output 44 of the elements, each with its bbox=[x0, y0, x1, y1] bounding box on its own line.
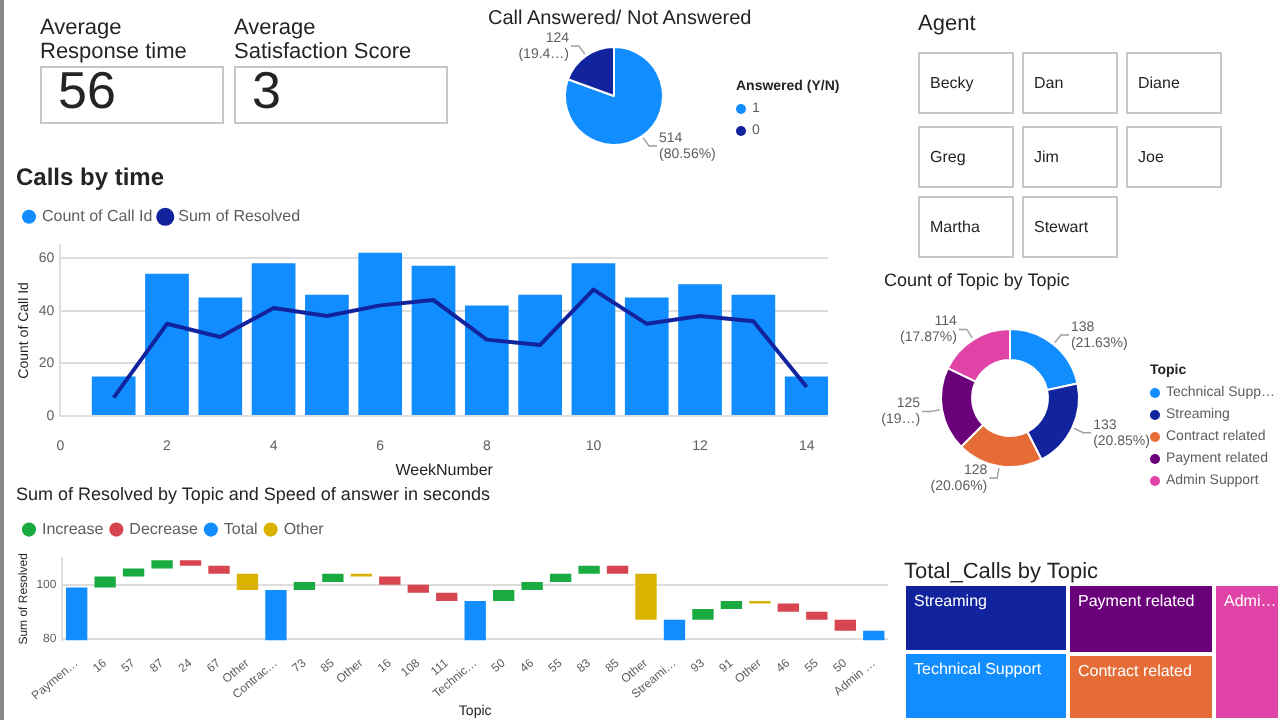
text: Payment related bbox=[1078, 592, 1195, 610]
text: Technical Support bbox=[914, 660, 1042, 678]
text: Martha bbox=[930, 218, 980, 236]
bar bbox=[358, 252, 403, 415]
text: Jim bbox=[1034, 148, 1059, 166]
bar bbox=[251, 263, 296, 415]
chart-title: Sum of Resolved by Topic and Speed of answer in seconds bbox=[16, 483, 491, 504]
text: Becky bbox=[930, 74, 974, 92]
bar bbox=[464, 305, 509, 415]
bar bbox=[571, 263, 616, 415]
text: 56 bbox=[58, 60, 116, 122]
bar bbox=[731, 294, 776, 415]
text: Admi… bbox=[1224, 592, 1277, 610]
chart-title: Calls by time bbox=[16, 163, 165, 192]
legend-label: Other bbox=[283, 520, 325, 539]
legend-label: Count of Call Id bbox=[42, 207, 153, 226]
legend-label: Decrease bbox=[129, 520, 199, 539]
legend-label: Total bbox=[223, 520, 259, 539]
x-axis-title: WeekNumber bbox=[395, 460, 494, 479]
text: Average Response time bbox=[40, 16, 189, 64]
bar bbox=[678, 284, 722, 415]
chart-title: Call Answered/ Not Answered bbox=[488, 8, 752, 32]
text: Contract related bbox=[1078, 662, 1192, 680]
bar bbox=[518, 294, 562, 415]
text: Stewart bbox=[1034, 218, 1089, 236]
bar bbox=[91, 376, 136, 415]
legend-label: Sum of Resolved bbox=[178, 207, 301, 226]
text: 3 bbox=[252, 60, 281, 122]
text: Agent bbox=[918, 12, 978, 36]
text: Joe bbox=[1138, 148, 1164, 166]
bar bbox=[198, 297, 243, 415]
bar bbox=[145, 273, 189, 415]
text: Greg bbox=[930, 148, 966, 166]
chart-title: Count of Topic by Topic bbox=[884, 268, 1070, 292]
text: Dan bbox=[1034, 74, 1064, 92]
bar bbox=[624, 297, 669, 415]
bar bbox=[305, 294, 349, 415]
text: Streaming bbox=[914, 592, 987, 610]
text: Total_Calls by Topic bbox=[904, 560, 1101, 584]
legend-label: Increase bbox=[42, 520, 105, 539]
text: Average Satisfaction Score bbox=[234, 16, 414, 64]
bar bbox=[784, 376, 828, 415]
bar bbox=[411, 265, 456, 415]
text: Diane bbox=[1138, 74, 1180, 92]
